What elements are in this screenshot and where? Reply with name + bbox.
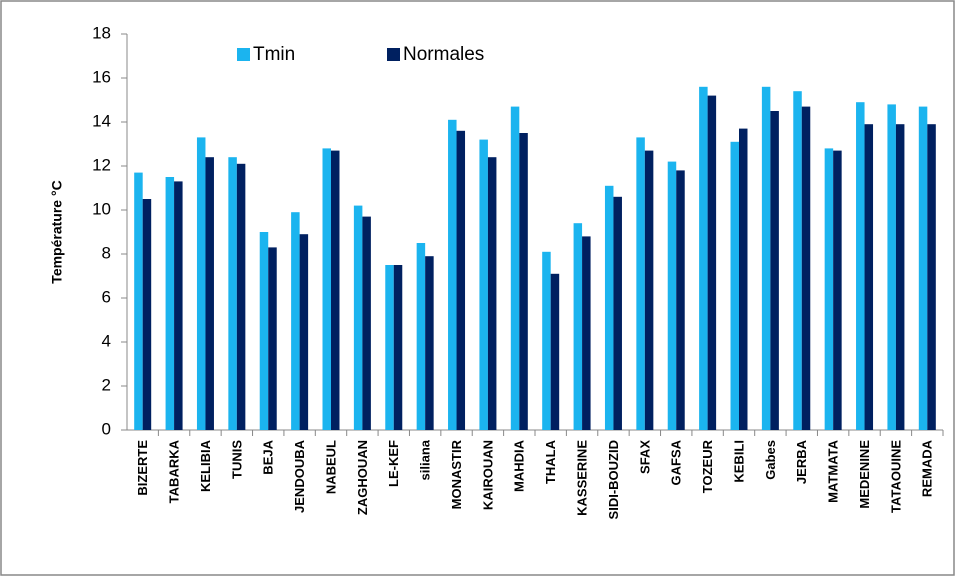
x-tick-label: REMADA xyxy=(920,439,935,497)
bar xyxy=(236,163,246,431)
x-tick-label: MATMATA xyxy=(826,439,841,502)
legend-label: Tmin xyxy=(253,44,295,65)
bar xyxy=(550,273,560,430)
bar xyxy=(927,124,936,430)
bar xyxy=(761,86,771,431)
bar xyxy=(856,102,865,430)
bar xyxy=(134,172,143,430)
x-tick-label: TOZEUR xyxy=(700,439,715,493)
bar xyxy=(582,236,591,430)
bar xyxy=(644,150,654,430)
bar xyxy=(322,148,331,430)
x-tick-label: TATAOUINE xyxy=(888,440,903,513)
bar xyxy=(299,234,309,430)
bar xyxy=(824,148,834,430)
x-tick-label: GAFSA xyxy=(669,439,684,485)
x-tick-label: MONASTIR xyxy=(449,439,464,509)
bar xyxy=(707,95,717,430)
bar xyxy=(165,177,175,430)
bar xyxy=(887,104,896,431)
bar xyxy=(228,157,237,430)
bar xyxy=(362,216,371,430)
x-tick-label: SIDI-BOUZID xyxy=(606,440,621,519)
x-tick-label: NABEUL xyxy=(323,440,338,494)
bar xyxy=(448,119,457,431)
bar xyxy=(268,247,277,430)
x-tick-label: THALA xyxy=(543,439,558,484)
bar xyxy=(510,106,520,430)
x-tick-label: KELIBIA xyxy=(198,439,213,492)
bar xyxy=(895,124,905,430)
bar xyxy=(739,128,748,430)
y-tick-label: 6 xyxy=(102,287,111,306)
x-tick-label: ZAGHOUAN xyxy=(355,440,370,515)
bar xyxy=(730,141,739,431)
x-tick-label: BEJA xyxy=(261,439,276,474)
bar xyxy=(801,106,811,430)
bar xyxy=(604,185,614,430)
bar xyxy=(331,150,340,430)
bar xyxy=(676,170,685,430)
bar xyxy=(793,91,802,430)
bar xyxy=(291,212,300,430)
bar xyxy=(833,150,842,430)
y-tick-label: 0 xyxy=(102,419,111,438)
legend-label: Normales xyxy=(403,44,484,65)
y-axis-title: Température °C xyxy=(49,180,65,283)
legend-swatch xyxy=(387,48,400,61)
bar xyxy=(174,181,183,430)
x-tick-label: siliana xyxy=(418,439,433,480)
bar xyxy=(479,139,488,430)
bar xyxy=(196,137,206,430)
x-tick-label: BIZERTE xyxy=(135,440,150,496)
bar xyxy=(425,256,434,430)
bar xyxy=(864,124,874,430)
bar xyxy=(142,199,152,430)
bar xyxy=(699,86,708,431)
bar xyxy=(770,111,779,430)
bar xyxy=(573,223,583,430)
x-tick-label: MEDENINE xyxy=(857,440,872,509)
bar xyxy=(613,196,622,430)
bar xyxy=(353,205,363,430)
x-tick-label: MAHDIA xyxy=(512,439,527,492)
bar xyxy=(385,265,394,430)
y-tick-label: 8 xyxy=(102,243,111,262)
bar xyxy=(456,130,466,431)
y-tick-label: 16 xyxy=(92,67,111,86)
x-tick-label: KEBILI xyxy=(731,440,746,483)
x-tick-label: KASSERINE xyxy=(575,440,590,516)
y-tick-label: 4 xyxy=(102,331,111,350)
bar xyxy=(487,157,497,430)
x-tick-label: KAIROUAN xyxy=(480,440,495,510)
bar xyxy=(393,265,403,430)
bar xyxy=(416,243,426,430)
bar xyxy=(667,161,677,430)
y-tick-label: 10 xyxy=(92,199,111,218)
y-tick-label: 12 xyxy=(92,155,111,174)
x-tick-label: TABARKA xyxy=(167,439,182,503)
y-tick-label: 14 xyxy=(92,111,111,130)
bar xyxy=(918,106,928,430)
x-tick-label: TUNIS xyxy=(229,440,244,479)
x-tick-label: LE-KEF xyxy=(386,440,401,487)
bar xyxy=(542,251,551,430)
x-tick-label: Gabes xyxy=(763,440,778,480)
bar xyxy=(519,133,528,430)
y-tick-label: 2 xyxy=(102,375,111,394)
x-tick-label: SFAX xyxy=(637,440,652,474)
x-tick-label: JERBA xyxy=(794,439,809,484)
bar xyxy=(636,137,645,430)
y-tick-label: 18 xyxy=(92,23,111,42)
legend-swatch xyxy=(237,48,250,61)
bar xyxy=(259,232,269,430)
x-tick-label: JENDOUBA xyxy=(292,439,307,513)
bar xyxy=(205,157,214,430)
